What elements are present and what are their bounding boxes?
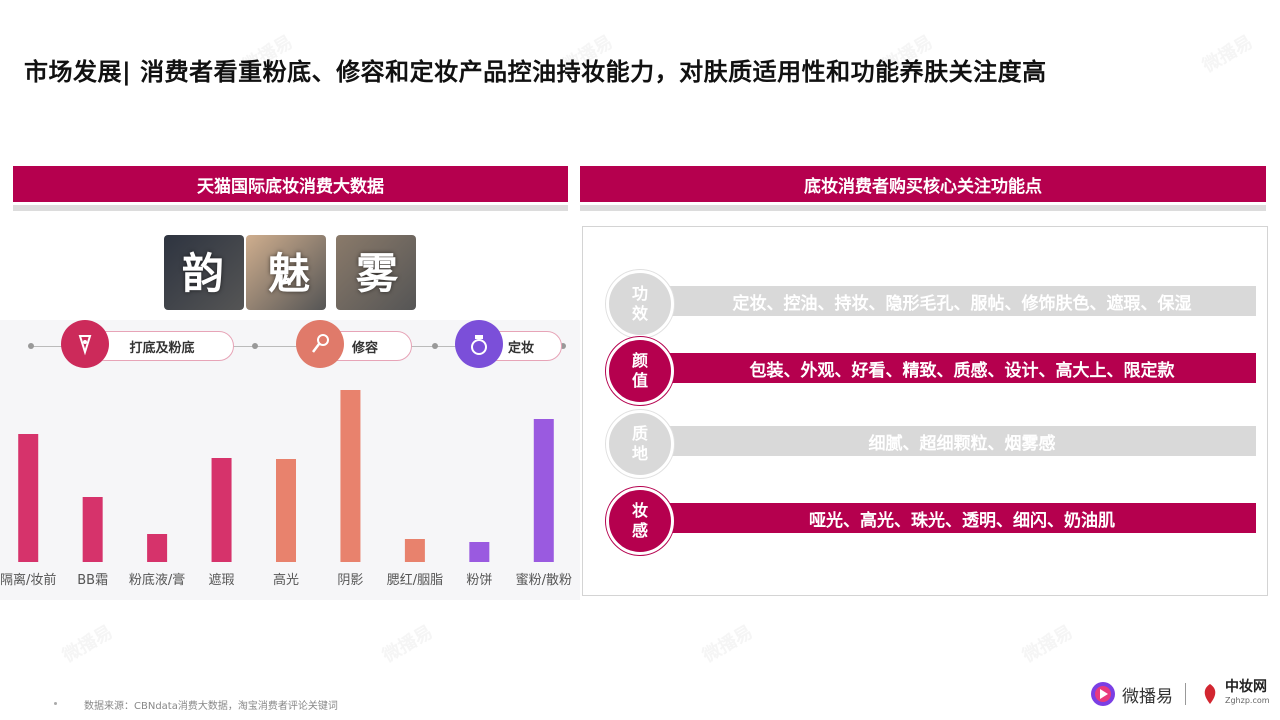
badge-char-top: 功: [631, 284, 648, 303]
x-tick-label: 隔离/妆前: [0, 572, 56, 588]
x-tick-label: 粉底液/膏: [129, 572, 185, 588]
badge-char-bottom: 地: [631, 444, 648, 463]
badge-char-top: 质: [631, 424, 648, 443]
x-tick-label: BB霜: [77, 573, 108, 588]
watermark: 微播易: [1199, 31, 1257, 77]
x-tick-label: 粉饼: [466, 573, 492, 588]
timeline-dot: [252, 343, 258, 349]
x-tick-label: 遮瑕: [209, 572, 235, 588]
powder-compact-icon: [455, 320, 503, 368]
zhongzhuang-logo-icon: [1204, 684, 1216, 704]
timeline-dot: [28, 343, 34, 349]
contour-brush-icon: [296, 320, 344, 368]
bar: [18, 434, 39, 562]
watermark: 微播易: [1019, 621, 1077, 667]
source-bullet: [54, 702, 57, 705]
watermark: 微播易: [379, 621, 437, 667]
zhongzhuang-logo-label: 中妆网: [1225, 679, 1267, 695]
thumbnail-char: 雾: [356, 249, 399, 298]
badge-char-bottom: 感: [631, 521, 648, 540]
x-tick-label: 腮红/胭脂: [387, 572, 443, 588]
bar: [82, 497, 103, 562]
feature-badge-efficacy: 功 效: [606, 270, 674, 338]
timeline-dot: [560, 343, 566, 349]
badge-char-top: 妆: [631, 501, 648, 520]
product-thumbnail: [246, 235, 326, 310]
bar: [147, 534, 168, 562]
page-title: 市场发展| 消费者看重粉底、修容和定妆产品控油持妆能力，对肤质适用性和功能养肤关…: [24, 58, 1047, 86]
bar: [469, 542, 490, 562]
category-pill-foundation: 打底及粉底: [90, 331, 234, 361]
timeline-dot: [432, 343, 438, 349]
x-tick-label: 高光: [273, 572, 299, 588]
x-tick-label: 阴影: [337, 573, 363, 588]
left-section-underline: [13, 205, 568, 211]
logo-area: 微播易 中妆网 Zghzp.com: [1088, 674, 1270, 714]
right-section-underline: [580, 205, 1266, 211]
category-timeline: [30, 346, 560, 347]
weibo-logo-label: 微播易: [1122, 686, 1173, 707]
left-section-header: 天猫国际底妆消费大数据: [13, 166, 568, 202]
logo-divider: [1185, 683, 1186, 705]
badge-char-bottom: 值: [631, 371, 648, 390]
feature-bar-appearance: 包装、外观、好看、精致、质感、设计、高大上、限定款: [668, 353, 1256, 383]
right-section-header: 底妆消费者购买核心关注功能点: [580, 166, 1266, 202]
feature-badge-appearance: 颜 值: [606, 337, 674, 405]
features-panel: [582, 226, 1268, 596]
feature-badge-texture: 质 地: [606, 410, 674, 478]
product-thumbnail: [336, 235, 416, 310]
feature-bar-finish: 哑光、高光、珠光、透明、细闪、奶油肌: [668, 503, 1256, 533]
foundation-bottle-icon: [61, 320, 109, 368]
badge-char-top: 颜: [631, 351, 648, 370]
bar: [533, 419, 554, 562]
zhongzhuang-logo-sub: Zghzp.com: [1225, 696, 1270, 705]
bar: [276, 459, 296, 562]
product-thumbnail: [164, 235, 244, 310]
watermark: 微播易: [699, 621, 757, 667]
feature-bar-texture: 细腻、超细颗粒、烟雾感: [668, 426, 1256, 456]
bar: [404, 539, 425, 562]
badge-char-bottom: 效: [631, 304, 648, 323]
watermark: 微播易: [59, 621, 117, 667]
thumbnail-char: 魅: [268, 249, 311, 298]
source-note: 数据来源：CBNdata消费大数据，淘宝消费者评论关键词: [84, 701, 338, 712]
bar: [211, 458, 232, 562]
bar-chart: 隔离/妆前 BB霜 粉底液/膏 遮瑕 高光 阴影 腮红/胭脂 粉饼 蜜粉/散粉: [0, 390, 572, 588]
feature-badge-finish: 妆 感: [606, 487, 674, 555]
weibo-logo-icon: [1091, 682, 1115, 706]
zhongzhuang-logo-text: 中妆网 Zghzp.com: [1225, 679, 1270, 707]
x-tick-label: 蜜粉/散粉: [516, 573, 572, 588]
thumbnail-char: 韵: [182, 249, 225, 298]
bar: [340, 390, 361, 562]
feature-bar-efficacy: 定妆、控油、持妆、隐形毛孔、服帖、修饰肤色、遮瑕、保湿: [668, 286, 1256, 316]
